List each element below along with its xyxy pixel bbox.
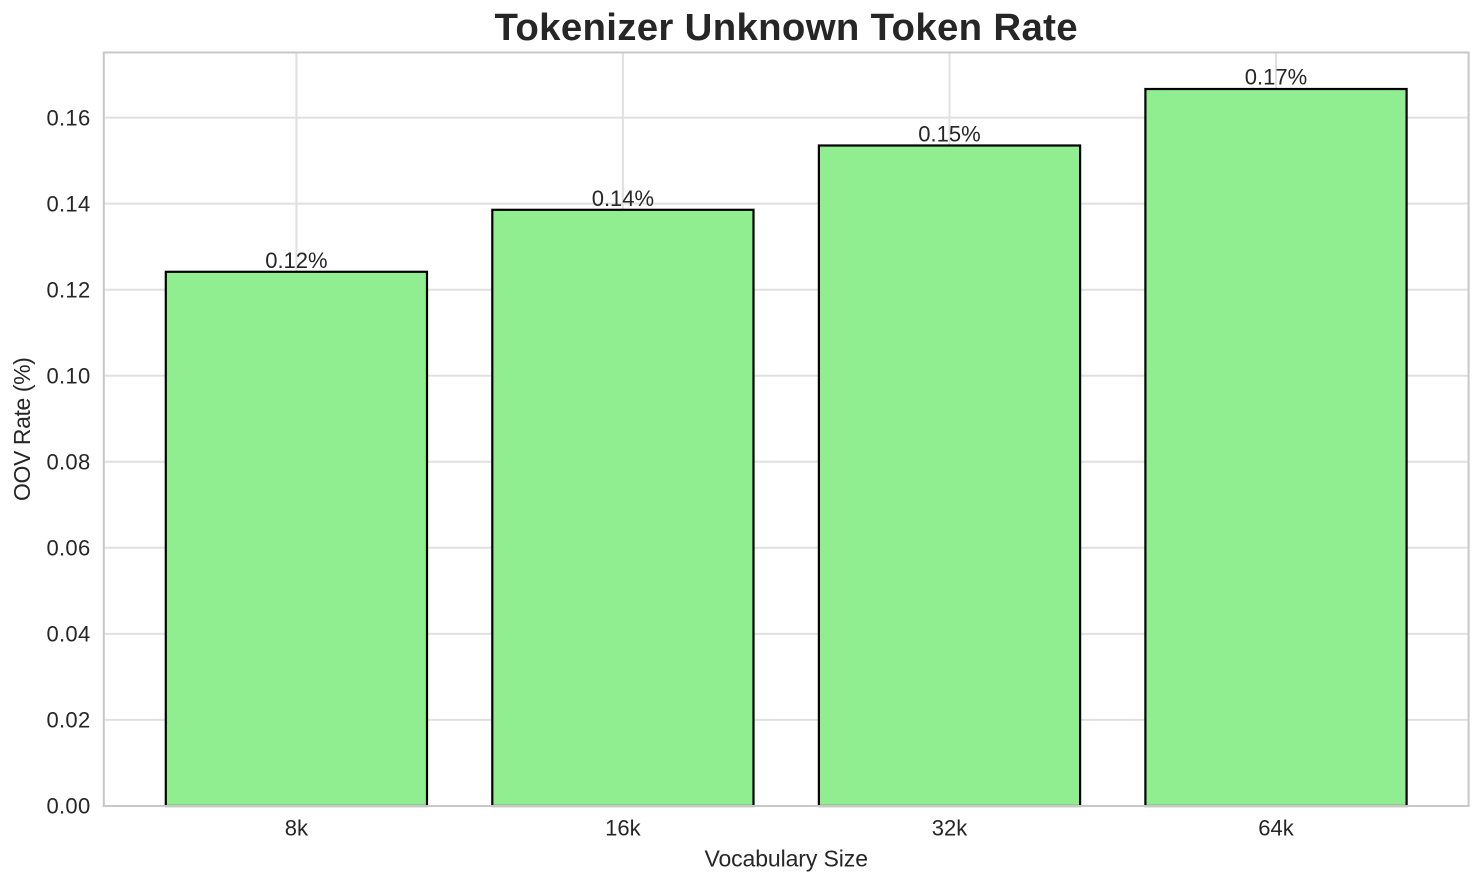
svg-text:0.02: 0.02 xyxy=(46,708,90,733)
svg-text:0.06: 0.06 xyxy=(46,536,90,561)
svg-text:0.04: 0.04 xyxy=(46,622,90,647)
svg-text:0.14: 0.14 xyxy=(46,191,90,216)
svg-text:0.10: 0.10 xyxy=(46,364,90,389)
svg-text:0.12%: 0.12% xyxy=(265,248,327,273)
svg-text:Vocabulary Size: Vocabulary Size xyxy=(704,846,867,872)
svg-text:0.12: 0.12 xyxy=(46,277,90,302)
svg-text:64k: 64k xyxy=(1258,816,1294,841)
svg-text:16k: 16k xyxy=(605,816,641,841)
svg-text:OOV Rate (%): OOV Rate (%) xyxy=(9,358,35,501)
svg-text:0.08: 0.08 xyxy=(46,450,90,475)
svg-text:0.15%: 0.15% xyxy=(918,122,980,147)
svg-text:Tokenizer Unknown Token Rate: Tokenizer Unknown Token Rate xyxy=(494,6,1077,49)
svg-text:0.14%: 0.14% xyxy=(592,186,654,211)
svg-text:32k: 32k xyxy=(932,816,968,841)
svg-text:0.16: 0.16 xyxy=(46,105,90,130)
svg-text:8k: 8k xyxy=(285,816,309,841)
svg-text:0.00: 0.00 xyxy=(46,794,90,819)
svg-text:0.17%: 0.17% xyxy=(1245,65,1307,90)
